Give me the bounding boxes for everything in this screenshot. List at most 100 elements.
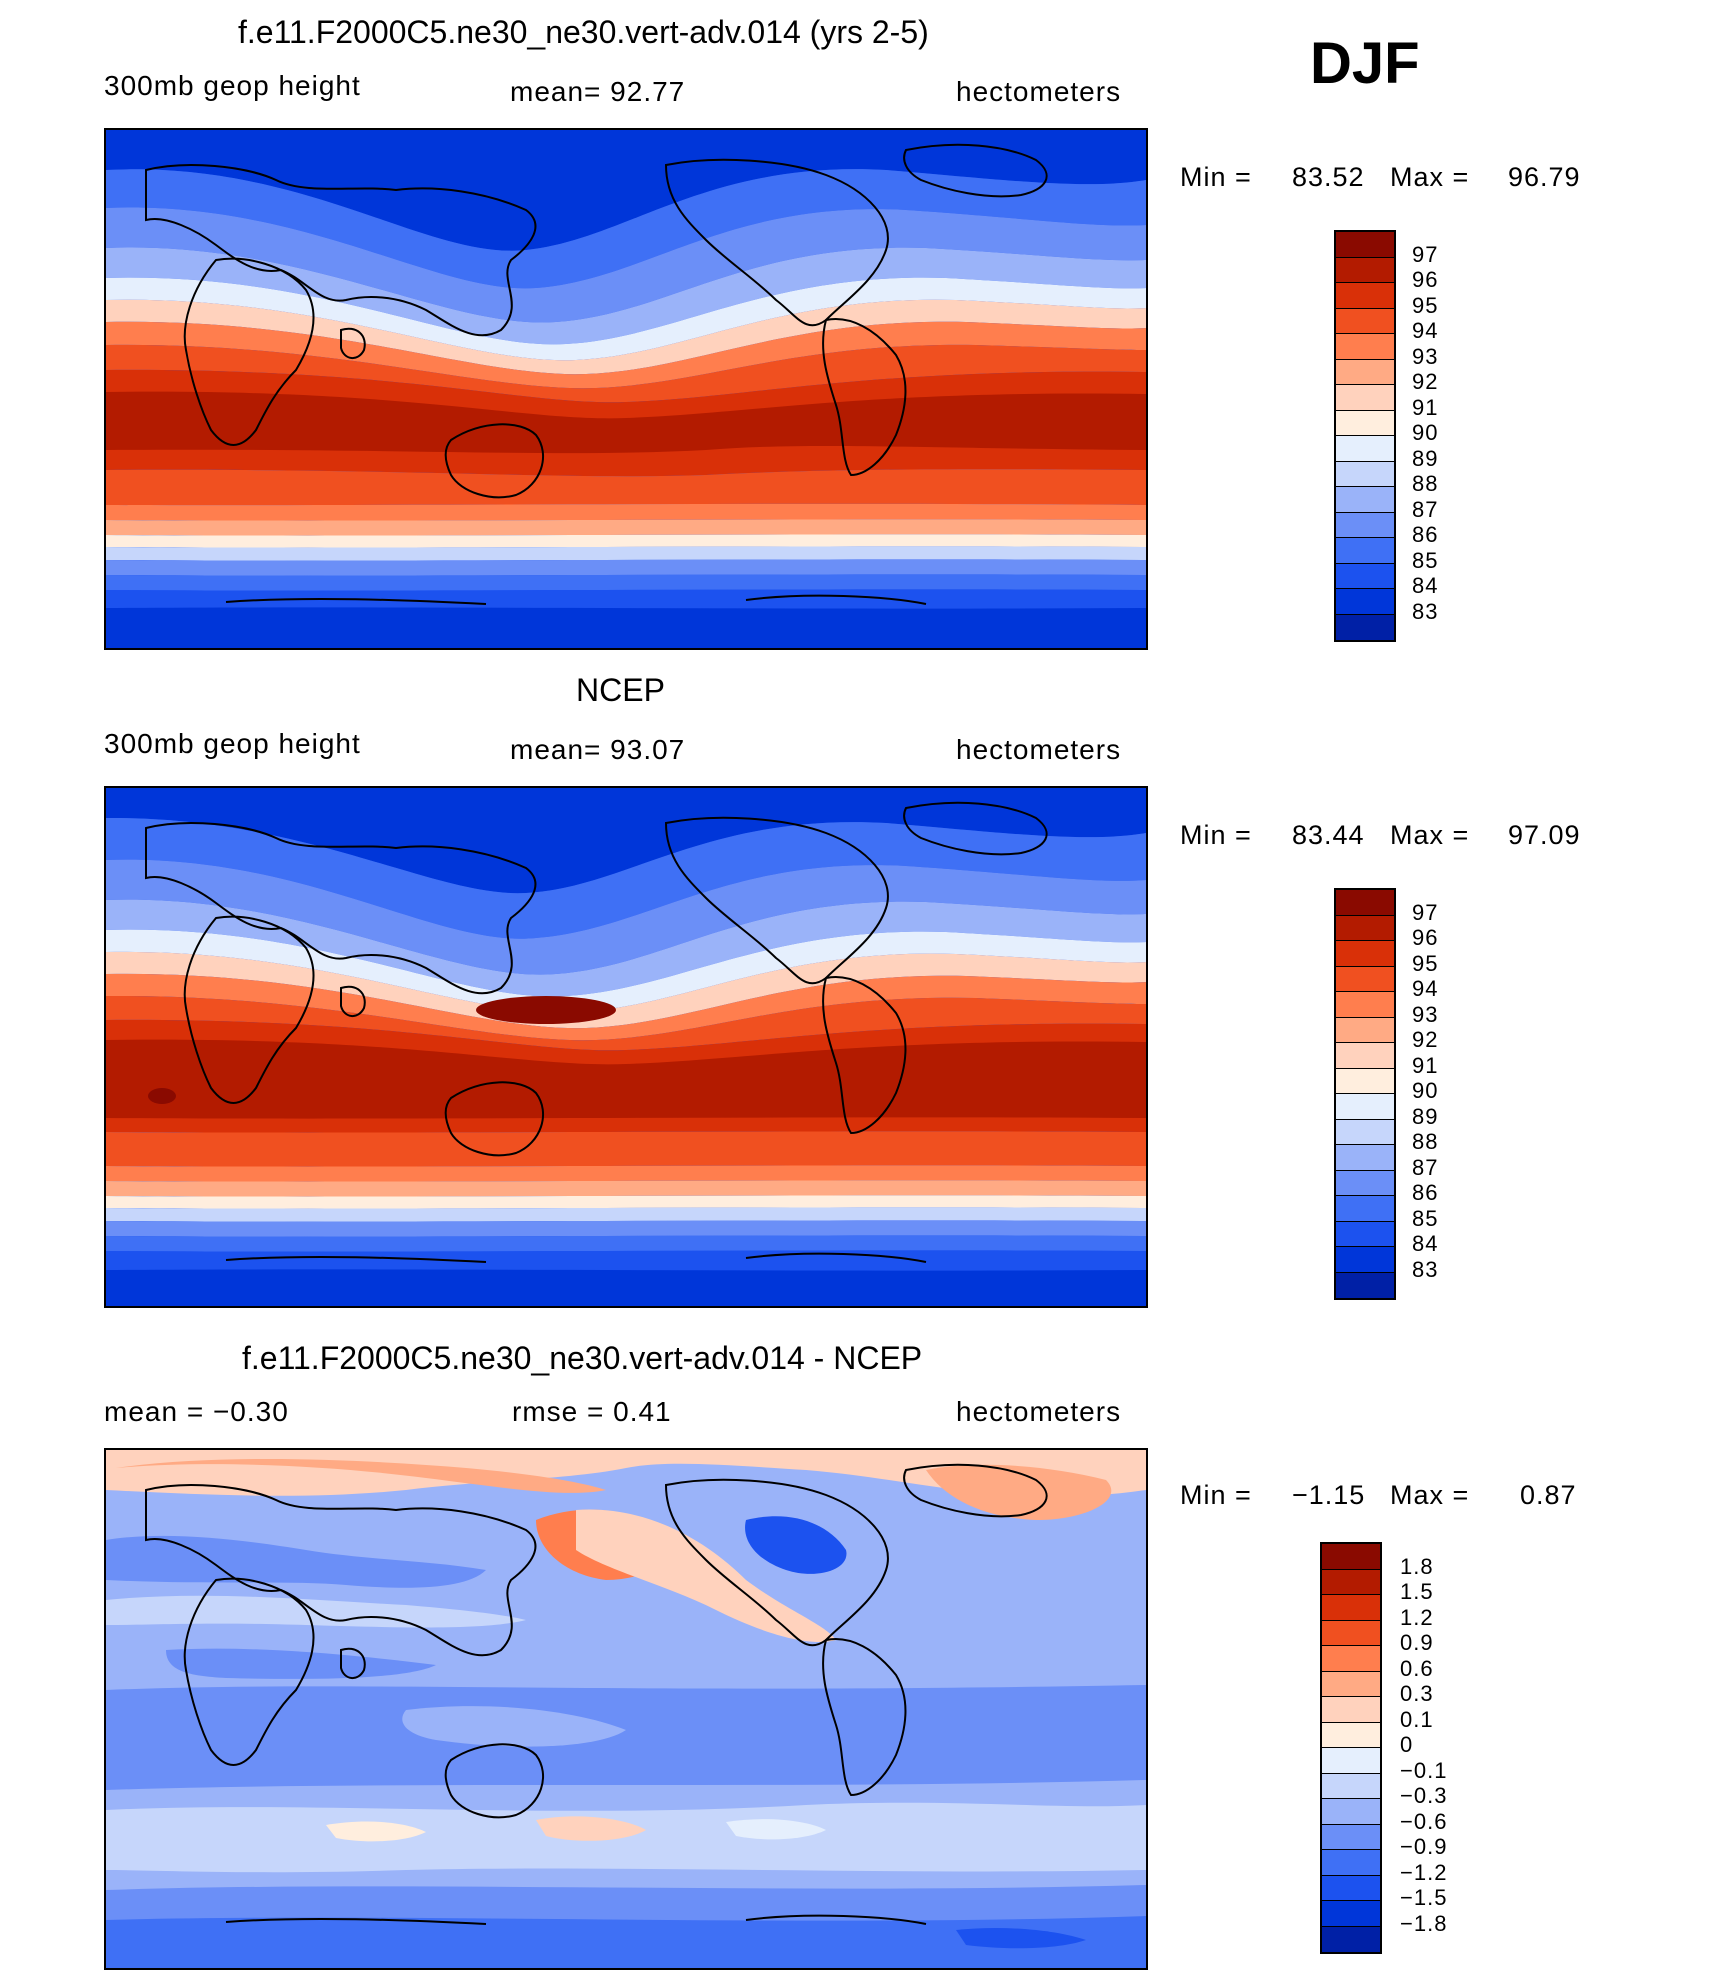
panel-2-map-field	[106, 788, 1146, 1306]
colorbar-swatch	[1322, 1646, 1380, 1672]
colorbar-swatch	[1336, 308, 1394, 334]
colorbar-tick-label: 87	[1412, 1154, 1439, 1180]
colorbar-tick-label: 1.2	[1400, 1604, 1434, 1630]
panel-3-rmse-label: rmse = 0.41	[512, 1396, 672, 1427]
panel-3-max-value: 0.87	[1520, 1480, 1577, 1510]
colorbar-swatch	[1336, 512, 1394, 538]
colorbar-swatch	[1336, 1017, 1394, 1043]
panel-1-map	[104, 128, 1148, 650]
panel-2-map	[104, 786, 1148, 1308]
colorbar-tick-label: 95	[1412, 292, 1439, 318]
colorbar-tick-label: 83	[1412, 598, 1439, 624]
colorbar-tick-label: −1.8	[1400, 1910, 1448, 1936]
colorbar-swatch	[1336, 1247, 1394, 1273]
colorbar-swatch	[1336, 257, 1394, 283]
panel-1-min-value: 83.52	[1292, 162, 1365, 192]
colorbar-tick-label: 1.8	[1400, 1553, 1434, 1579]
colorbar-swatch	[1336, 538, 1394, 564]
colorbar-swatch	[1336, 232, 1394, 258]
colorbar-tick-label: 89	[1412, 445, 1439, 471]
colorbar-swatch	[1322, 1697, 1380, 1723]
colorbar-swatch	[1322, 1569, 1380, 1595]
colorbar-swatch	[1322, 1850, 1380, 1876]
colorbar-tick-label: −0.3	[1400, 1783, 1448, 1808]
colorbar-tick-label: 0	[1400, 1732, 1414, 1757]
colorbar-tick-label: −1.5	[1400, 1885, 1448, 1910]
panel-3-min-label: Min =	[1180, 1480, 1252, 1510]
colorbar-tick-label: 90	[1412, 420, 1439, 445]
colorbar-swatch	[1336, 461, 1394, 487]
colorbar-tick-label: 92	[1412, 369, 1439, 394]
panel-1-units-label: hectometers	[956, 76, 1122, 107]
colorbar-tick-label: 89	[1412, 1103, 1439, 1129]
panel-2-colorbar	[1334, 888, 1396, 1300]
panel-2-max-label: Max =	[1390, 820, 1470, 850]
colorbar-swatch	[1336, 1043, 1394, 1069]
panel-1-max-label: Max =	[1390, 162, 1470, 192]
colorbar-swatch	[1336, 1196, 1394, 1222]
panel-2-colorbar-labels: 97 96 95 94 93 92 91 90 89 88 87 86 85 84 83	[1412, 888, 1492, 1300]
colorbar-swatch	[1322, 1722, 1380, 1748]
panel-1-max-value: 96.79	[1508, 162, 1581, 192]
colorbar-swatch	[1322, 1773, 1380, 1799]
colorbar-tick-label: 84	[1412, 573, 1439, 598]
panel-1-title: f.e11.F2000C5.ne30_ne30.vert-adv.014 (yr…	[238, 14, 929, 50]
colorbar-swatch	[1336, 1170, 1394, 1196]
colorbar-swatch	[1336, 992, 1394, 1018]
colorbar-swatch	[1336, 915, 1394, 941]
panel-3-max-label: Max =	[1390, 1480, 1470, 1510]
colorbar-tick-label: 1.5	[1400, 1579, 1434, 1604]
colorbar-swatch	[1336, 1119, 1394, 1145]
colorbar-swatch	[1322, 1926, 1380, 1952]
colorbar-swatch	[1336, 941, 1394, 967]
colorbar-swatch	[1336, 890, 1394, 916]
colorbar-swatch	[1336, 1272, 1394, 1298]
colorbar-swatch	[1336, 563, 1394, 589]
colorbar-tick-label: 91	[1412, 1052, 1439, 1078]
colorbar-swatch	[1336, 410, 1394, 436]
colorbar-swatch	[1322, 1544, 1380, 1570]
colorbar-swatch	[1322, 1799, 1380, 1825]
colorbar-tick-label: 97	[1412, 899, 1439, 925]
panel-1-variable-label: 300mb geop height	[104, 70, 361, 101]
colorbar-tick-label: 83	[1412, 1256, 1439, 1282]
colorbar-tick-label: 92	[1412, 1027, 1439, 1052]
colorbar-swatch	[1336, 334, 1394, 360]
panel-1-map-field	[106, 130, 1146, 648]
colorbar-tick-label: 0.3	[1400, 1681, 1434, 1706]
colorbar-swatch	[1336, 1094, 1394, 1120]
colorbar-tick-label: 87	[1412, 496, 1439, 522]
panel-2-variable-label: 300mb geop height	[104, 728, 361, 759]
colorbar-swatch	[1336, 359, 1394, 385]
colorbar-tick-label: 84	[1412, 1231, 1439, 1256]
panel-2-min-label: Min =	[1180, 820, 1252, 850]
colorbar-tick-label: 93	[1412, 343, 1439, 369]
colorbar-swatch	[1336, 283, 1394, 309]
colorbar-tick-label: 0.1	[1400, 1706, 1434, 1732]
colorbar-tick-label: −1.2	[1400, 1859, 1448, 1885]
panel-2-units-label: hectometers	[956, 734, 1122, 765]
panel-2-mean-label: mean= 93.07	[510, 734, 686, 765]
panel-2-max-value: 97.09	[1508, 820, 1581, 850]
panel-3-colorbar	[1320, 1542, 1382, 1954]
colorbar-tick-label: 86	[1412, 522, 1439, 547]
colorbar-tick-label: −0.6	[1400, 1808, 1448, 1834]
panel-3-mean-label: mean = −0.30	[104, 1396, 289, 1427]
colorbar-tick-label: 88	[1412, 1129, 1439, 1154]
colorbar-swatch	[1322, 1595, 1380, 1621]
panel-1-colorbar-labels: 97 96 95 94 93 92 91 90 89 88 87 86 85 84 83	[1412, 230, 1492, 642]
colorbar-tick-label: 91	[1412, 394, 1439, 420]
colorbar-swatch	[1322, 1875, 1380, 1901]
colorbar-tick-label: 94	[1412, 976, 1439, 1001]
colorbar-tick-label: 0.9	[1400, 1630, 1434, 1655]
panel-1-colorbar	[1334, 230, 1396, 642]
panel-3-colorbar-labels: 1.8 1.5 1.2 0.9 0.6 0.3 0.1 0 −0.1 −0.3 −0.6 −0.9 −1…	[1400, 1542, 1480, 1954]
colorbar-swatch	[1336, 385, 1394, 411]
panel-3-title: f.e11.F2000C5.ne30_ne30.vert-adv.014 - N…	[242, 1340, 923, 1376]
colorbar-swatch	[1322, 1671, 1380, 1697]
panel-2-min-value: 83.44	[1292, 820, 1365, 850]
colorbar-tick-label: −0.9	[1400, 1834, 1448, 1859]
colorbar-swatch	[1322, 1901, 1380, 1927]
colorbar-swatch	[1336, 436, 1394, 462]
colorbar-tick-label: 97	[1412, 241, 1439, 267]
